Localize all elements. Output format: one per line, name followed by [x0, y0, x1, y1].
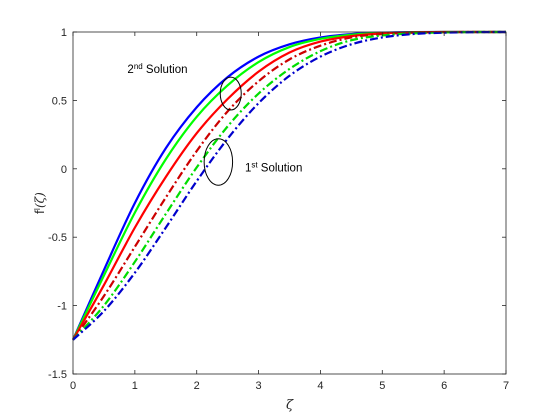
annotation-ellipse-2	[203, 138, 234, 186]
y-axis-label-sup: I	[33, 208, 42, 210]
x-tick-label: 4	[317, 380, 323, 392]
x-tick-label: 7	[503, 380, 509, 392]
annotation-label-1: 2nd Solution	[127, 62, 187, 77]
series-line-4	[72, 30, 507, 341]
series-layer	[71, 30, 507, 341]
annotation-label-2: 1st Solution	[245, 160, 302, 175]
x-tick-label: 3	[256, 380, 262, 392]
series-line-1	[71, 30, 506, 341]
y-tick-label: -1	[57, 301, 67, 313]
x-tick-label: 5	[379, 380, 385, 392]
y-axis-label: fI(ζ)	[32, 192, 47, 214]
series-line-6	[72, 30, 507, 341]
y-tick-label: 0.5	[52, 95, 67, 107]
y-axis-label-main: f	[32, 210, 47, 214]
axis-ticks: 0 1 2 3 4 5 6 7 -1.5 -1 -0.5 0 0.5 1	[48, 27, 509, 392]
y-axis-label-arg: (ζ)	[33, 192, 47, 208]
plot-frame	[72, 31, 507, 375]
annotation-layer: 2nd Solution 1st Solution	[127, 62, 302, 186]
series-line-3	[72, 30, 506, 341]
x-tick-label: 1	[132, 380, 138, 392]
y-tick-label: -0.5	[48, 232, 67, 244]
x-axis-label: ζ	[286, 398, 294, 413]
x-tick-label: 6	[441, 380, 447, 392]
series-line-2	[72, 30, 506, 341]
y-tick-label: 0	[61, 164, 67, 176]
annotation-ellipse-1	[219, 76, 242, 111]
y-tick-label: 1	[61, 27, 67, 39]
series-line-5	[72, 30, 507, 341]
x-tick-label: 0	[70, 380, 76, 392]
x-tick-label: 2	[194, 380, 200, 392]
y-tick-label: -1.5	[48, 369, 67, 381]
